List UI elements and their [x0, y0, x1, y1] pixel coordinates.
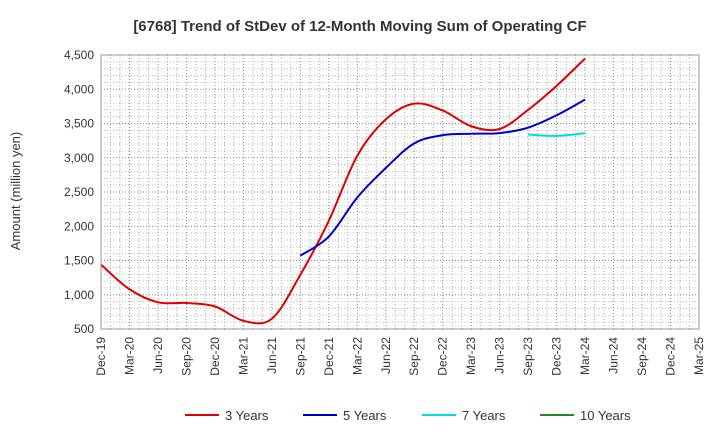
- series-line-7-years: [528, 132, 586, 137]
- x-tick-label: Mar-20: [122, 337, 136, 375]
- grid-layer: [101, 55, 699, 329]
- y-tick-labels: 500 1,000 1,500 2,000 2,500 3,000 3,500 4,000 4,…: [64, 48, 94, 336]
- x-tick-label: Jun-24: [607, 337, 621, 374]
- x-tick-label: Sep-23: [521, 337, 535, 376]
- x-tick-label: Dec-21: [322, 337, 336, 376]
- y-tick-label: 500: [74, 322, 94, 336]
- x-tick-label: Sep-22: [407, 337, 421, 376]
- x-tick-labels: Dec-19 Mar-20 Jun-20 Sep-20 Dec-20 Mar-21 Jun-…: [94, 337, 706, 376]
- x-tick-label: Mar-25: [692, 337, 706, 375]
- legend-label-3-years: 3 Years: [225, 408, 269, 423]
- x-tick-label: Mar-24: [578, 337, 592, 375]
- x-tick-label: Mar-21: [236, 337, 250, 375]
- y-tick-label: 3,000: [64, 151, 94, 165]
- y-tick-label: 2,500: [64, 185, 94, 199]
- x-tick-label: Dec-20: [208, 337, 222, 376]
- x-tick-label: Mar-23: [464, 337, 478, 375]
- y-tick-label: 3,500: [64, 117, 94, 131]
- x-tick-label: Sep-24: [635, 337, 649, 376]
- series-line-5-years: [299, 98, 586, 257]
- legend-label-5-years: 5 Years: [343, 408, 387, 423]
- y-tick-label: 2,000: [64, 219, 94, 233]
- x-tick-label: Jun-20: [151, 337, 165, 374]
- series-line-3-years: [100, 57, 586, 325]
- x-tick-label: Sep-21: [293, 337, 307, 376]
- legend-label-7-years: 7 Years: [462, 408, 506, 423]
- y-tick-label: 4,000: [64, 82, 94, 96]
- y-axis-label: Amount (million yen): [8, 132, 23, 251]
- y-tick-label: 4,500: [64, 48, 94, 62]
- plot-frame: [100, 54, 700, 330]
- chart-title: [6768] Trend of StDev of 12-Month Moving…: [133, 18, 586, 35]
- y-tick-label: 1,000: [64, 288, 94, 302]
- x-tick-label: Dec-22: [436, 337, 450, 376]
- x-tick-label: Dec-24: [664, 337, 678, 376]
- legend: 3 Years 5 Years 7 Years 10 Years: [185, 408, 631, 423]
- x-tick-label: Dec-19: [94, 337, 108, 376]
- x-tick-label: Jun-21: [265, 337, 279, 374]
- legend-label-10-years: 10 Years: [580, 408, 631, 423]
- series-layer: [100, 57, 586, 325]
- x-tick-label: Sep-20: [179, 337, 193, 376]
- x-tick-label: Jun-22: [379, 337, 393, 374]
- x-tick-label: Dec-23: [550, 337, 564, 376]
- x-tick-label: Jun-23: [493, 337, 507, 374]
- y-tick-label: 1,500: [64, 254, 94, 268]
- x-tick-label: Mar-22: [350, 337, 364, 375]
